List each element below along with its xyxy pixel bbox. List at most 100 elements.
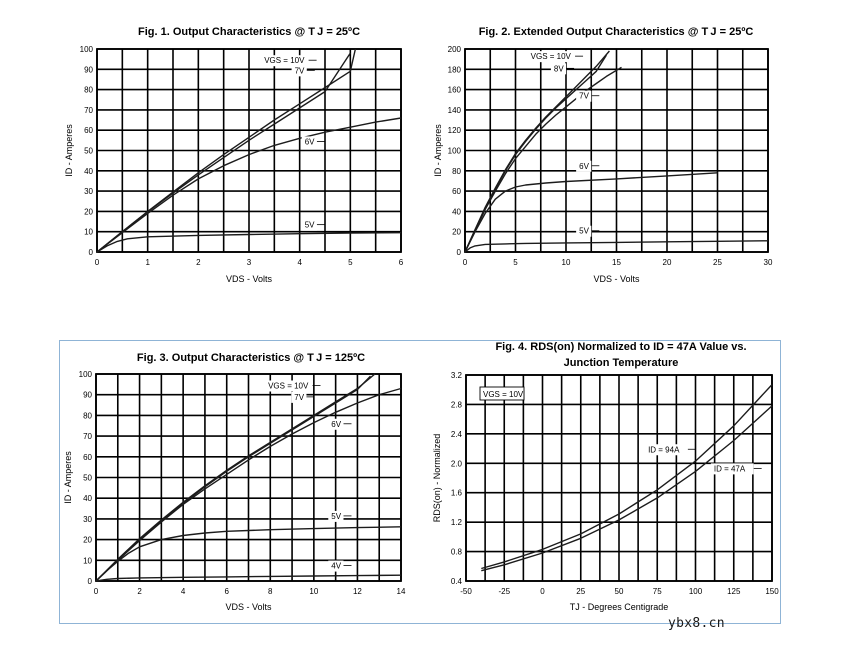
curve-label: ID = 47A — [714, 464, 746, 473]
series-line — [464, 66, 622, 253]
curve-label-bg — [261, 55, 309, 67]
x-tick-label: 25 — [576, 587, 585, 596]
y-axis-label: ID - Amperes — [64, 124, 74, 177]
y-tick-label: 140 — [448, 106, 462, 115]
y-tick-label: 100 — [79, 370, 93, 379]
y-tick-label: 40 — [84, 167, 93, 176]
y-tick-label: 0.8 — [451, 548, 463, 557]
y-tick-label: 160 — [448, 86, 462, 95]
x-tick-label: 5 — [348, 258, 353, 267]
y-tick-label: 1.6 — [451, 489, 463, 498]
series-line — [95, 375, 372, 582]
x-tick-label: 6 — [399, 258, 404, 267]
x-axis-label: VDS - Volts — [225, 602, 272, 612]
x-tick-label: 0 — [94, 587, 99, 596]
y-tick-label: 180 — [448, 65, 462, 74]
y-tick-label: 0.4 — [451, 577, 463, 586]
x-tick-label: 0 — [95, 258, 100, 267]
legend-box — [479, 386, 525, 401]
plot-border — [465, 374, 773, 582]
figure-panel-frame — [59, 340, 781, 624]
y-tick-label: 200 — [448, 45, 462, 54]
x-tick-label: -50 — [460, 587, 472, 596]
curve-label-bg — [291, 391, 307, 403]
curve-label-bg — [576, 225, 592, 237]
curve-label: 5V — [331, 512, 341, 521]
y-tick-label: 10 — [84, 228, 93, 237]
x-tick-label: 15 — [612, 258, 621, 267]
curve-label: 6V — [579, 162, 589, 171]
y-tick-label: 40 — [452, 207, 461, 216]
curve-label: 6V — [331, 420, 341, 429]
x-tick-label: 10 — [562, 258, 571, 267]
x-tick-label: 12 — [353, 587, 362, 596]
curve-label-bg — [301, 219, 317, 231]
y-tick-label: 2.4 — [451, 430, 463, 439]
watermark-text: ybx8.cn — [668, 616, 725, 631]
y-tick-label: 10 — [83, 556, 92, 565]
y-tick-label: 100 — [80, 45, 94, 54]
x-tick-label: 0 — [463, 258, 468, 267]
chart-title: Fig. 1. Output Characteristics @ T J = 2… — [138, 26, 360, 38]
curve-label-bg — [265, 380, 313, 392]
y-tick-label: 90 — [83, 391, 92, 400]
x-tick-label: 0 — [540, 587, 545, 596]
x-tick-label: 4 — [181, 587, 186, 596]
y-tick-label: 30 — [84, 187, 93, 196]
curve-label: VGS = 10V — [268, 381, 309, 390]
y-tick-label: 50 — [84, 147, 93, 156]
y-tick-label: 70 — [83, 432, 92, 441]
x-tick-label: 4 — [297, 258, 302, 267]
x-tick-label: 75 — [653, 587, 662, 596]
y-tick-label: 80 — [84, 86, 93, 95]
series-line — [95, 387, 402, 582]
series-line — [481, 405, 773, 572]
chart-fig2: 0 5 10 15 20 25 30 0 20 40 60 80 100 120 140 160 180 200 F… — [433, 26, 773, 284]
curve-label: 5V — [305, 221, 315, 230]
legend-text: VGS = 10V — [483, 390, 524, 399]
series-line — [481, 384, 773, 570]
y-axis-label: RDS(on) - Normalized — [432, 434, 442, 523]
curve-label: 8V — [554, 64, 564, 73]
curve-label: 7V — [294, 393, 304, 402]
x-tick-label: 3 — [247, 258, 252, 267]
series-line — [95, 574, 402, 582]
y-tick-label: 0 — [89, 248, 94, 257]
x-tick-label: 5 — [513, 258, 518, 267]
curve-label: ID = 94A — [648, 445, 680, 454]
y-tick-label: 60 — [452, 187, 461, 196]
curve-label: 6V — [305, 137, 315, 146]
series-line — [96, 117, 402, 253]
y-tick-label: 1.2 — [451, 518, 463, 527]
x-tick-label: 10 — [309, 587, 318, 596]
x-tick-label: 125 — [727, 587, 741, 596]
plot-border — [464, 48, 769, 253]
x-tick-label: 14 — [397, 587, 406, 596]
curve-label-bg — [527, 51, 576, 63]
y-tick-label: 0 — [457, 248, 462, 257]
plot-border — [95, 373, 402, 582]
series-line — [95, 526, 402, 582]
chart-title: Fig. 2. Extended Output Characteristics … — [479, 26, 754, 38]
curve-label-bg — [328, 510, 344, 522]
chart-title: Fig. 3. Output Characteristics @ T J = 1… — [137, 352, 365, 364]
x-tick-label: 150 — [765, 587, 779, 596]
y-tick-label: 90 — [84, 65, 93, 74]
series-line — [464, 172, 718, 253]
curve-label: 7V — [579, 92, 589, 101]
y-tick-label: 20 — [452, 228, 461, 237]
x-tick-label: 2 — [137, 587, 142, 596]
x-tick-label: 100 — [689, 587, 703, 596]
curve-label-bg — [301, 136, 317, 148]
y-tick-label: 100 — [448, 147, 462, 156]
x-axis-label: VDS - Volts — [226, 274, 273, 284]
x-tick-label: 1 — [145, 258, 150, 267]
series-line — [96, 232, 402, 253]
x-tick-label: 20 — [663, 258, 672, 267]
curve-label-bg — [550, 63, 567, 75]
curve-label-bg — [710, 463, 754, 475]
y-axis-label: ID - Amperes — [63, 451, 73, 504]
y-tick-label: 60 — [83, 453, 92, 462]
